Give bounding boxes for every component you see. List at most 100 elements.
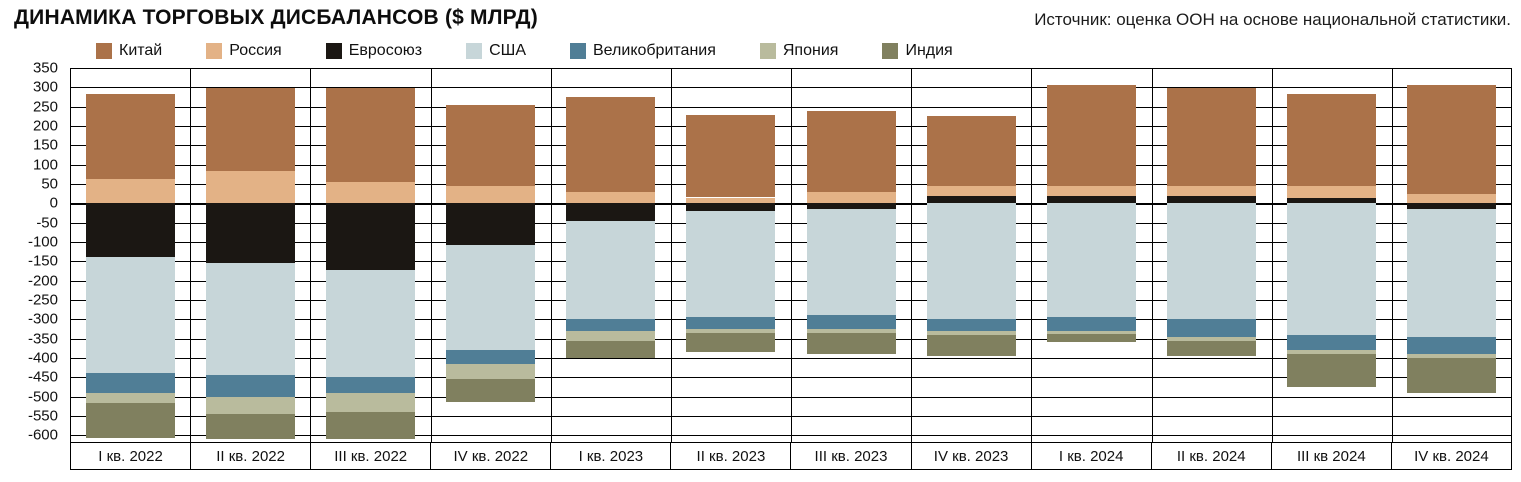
x-axis-label: III кв 2024 [1272,443,1392,469]
y-axis-tick-label: 300 [32,78,58,96]
bar-segment-usa [566,220,656,320]
bar-segment-russia [1287,185,1377,198]
bar-segment-japan [806,328,896,333]
bar-segment-russia [325,182,415,204]
gridline-vertical [1271,68,1273,442]
gridline-vertical [911,68,913,442]
bar-segment-russia [205,171,295,204]
bar-segment-china [85,93,175,180]
bar-segment-china [806,110,896,193]
legend-label-usa: США [489,42,526,59]
y-axis-tick-label: -300 [27,310,58,328]
bar-segment-usa [1287,203,1377,335]
y-axis-tick-label: -100 [27,233,58,251]
bar-segment-uk [806,315,896,329]
bar-segment-uk [325,377,415,393]
bar-segment-japan [205,396,295,414]
x-axis-label: I кв. 2022 [71,443,192,469]
bar-segment-china [1046,85,1136,186]
bar-segment-usa [1046,203,1136,318]
bar-segment-eu [205,203,295,264]
bar-segment-russia [926,185,1016,196]
y-axis-tick-label: -600 [27,426,58,444]
bar-segment-russia [85,179,175,204]
bar-segment-india [1287,354,1377,387]
bar-segment-japan [1407,354,1497,358]
x-axis-label: I кв. 2023 [551,443,672,469]
plot-area [70,68,1512,443]
legend-swatch-usa [466,43,483,59]
x-axis-label: IV кв. 2024 [1392,443,1512,469]
bar-segment-china [325,88,415,183]
y-axis-tick-label: -400 [27,349,58,367]
bar-segment-uk [686,317,776,329]
bar-segment-uk [1407,336,1497,355]
bar-segment-usa [205,263,295,376]
bar-segment-india [686,332,776,353]
legend-label-uk: Великобритания [593,42,716,59]
bar-segment-eu [686,203,776,212]
y-axis-tick-label: 0 [49,194,58,212]
gridline-vertical [791,68,792,442]
x-axis-label: II кв. 2024 [1152,443,1272,469]
x-axis-label: II кв. 2022 [191,443,312,469]
gridline-vertical [1031,68,1033,442]
bar-segment-uk [205,375,295,397]
bar-segment-russia [806,192,896,204]
bar-segment-usa [446,245,536,351]
x-axis-label: IV кв. 2022 [431,443,552,469]
bar-segment-eu [1287,197,1377,204]
legend-label-china: Китай [119,42,163,59]
legend-label-india: Индия [905,42,953,59]
bar-segment-china [1287,93,1377,186]
bar-segment-india [205,414,295,440]
gridline-vertical [550,68,552,442]
bar-segment-japan [1046,330,1136,334]
bar-segment-india [85,402,175,438]
bar-segment-eu [85,203,175,258]
x-axis-label: I кв. 2024 [1032,443,1152,469]
bar-segment-japan [926,330,1016,335]
legend-label-eu: Евросоюз [348,42,423,59]
legend-item-usa: США [466,42,526,60]
bar-segment-usa [686,211,776,318]
bar-segment-china [566,96,656,192]
x-axis-label: IV кв. 2023 [912,443,1032,469]
bar-segment-eu [325,203,415,270]
bar-segment-china [446,104,536,186]
bar-segment-uk [1287,334,1377,351]
y-axis-tick-label: -550 [27,407,58,425]
bar-segment-eu [446,203,536,246]
bar-segment-india [325,412,415,440]
bar-segment-china [1167,88,1257,186]
gridline-vertical [1511,68,1512,442]
bar-segment-india [566,340,656,358]
bar-segment-china [205,88,295,172]
y-axis-tick-label: 200 [32,117,58,135]
bar-segment-russia [1167,185,1257,196]
bar-segment-india [1407,357,1497,393]
bar-segment-eu [806,203,896,210]
y-axis-tick-label: -450 [27,368,58,386]
bar-segment-japan [85,392,175,403]
bar-segment-uk [446,350,536,364]
gridline-vertical [1151,68,1153,442]
bar-segment-india [926,334,1016,356]
bar-segment-russia [1046,185,1136,196]
bar-segment-india [1046,333,1136,342]
bar-segment-japan [446,363,536,380]
bar-segment-uk [566,319,656,331]
legend-item-eu: Евросоюз [325,42,423,60]
bar-segment-india [1167,340,1257,356]
bar-segment-uk [1046,317,1136,331]
legend-item-japan: Япония [759,42,838,60]
y-axis-tick-label: 350 [32,59,58,77]
x-axis-label: III кв. 2022 [311,443,432,469]
y-axis-tick-label: -500 [27,388,58,406]
legend: Китай Россия Евросоюз США Великобритания Япон… [96,42,953,60]
bar-segment-japan [1167,336,1257,341]
gridline-vertical [310,68,312,442]
bar-segment-uk [85,372,175,393]
legend-swatch-india [882,43,899,59]
